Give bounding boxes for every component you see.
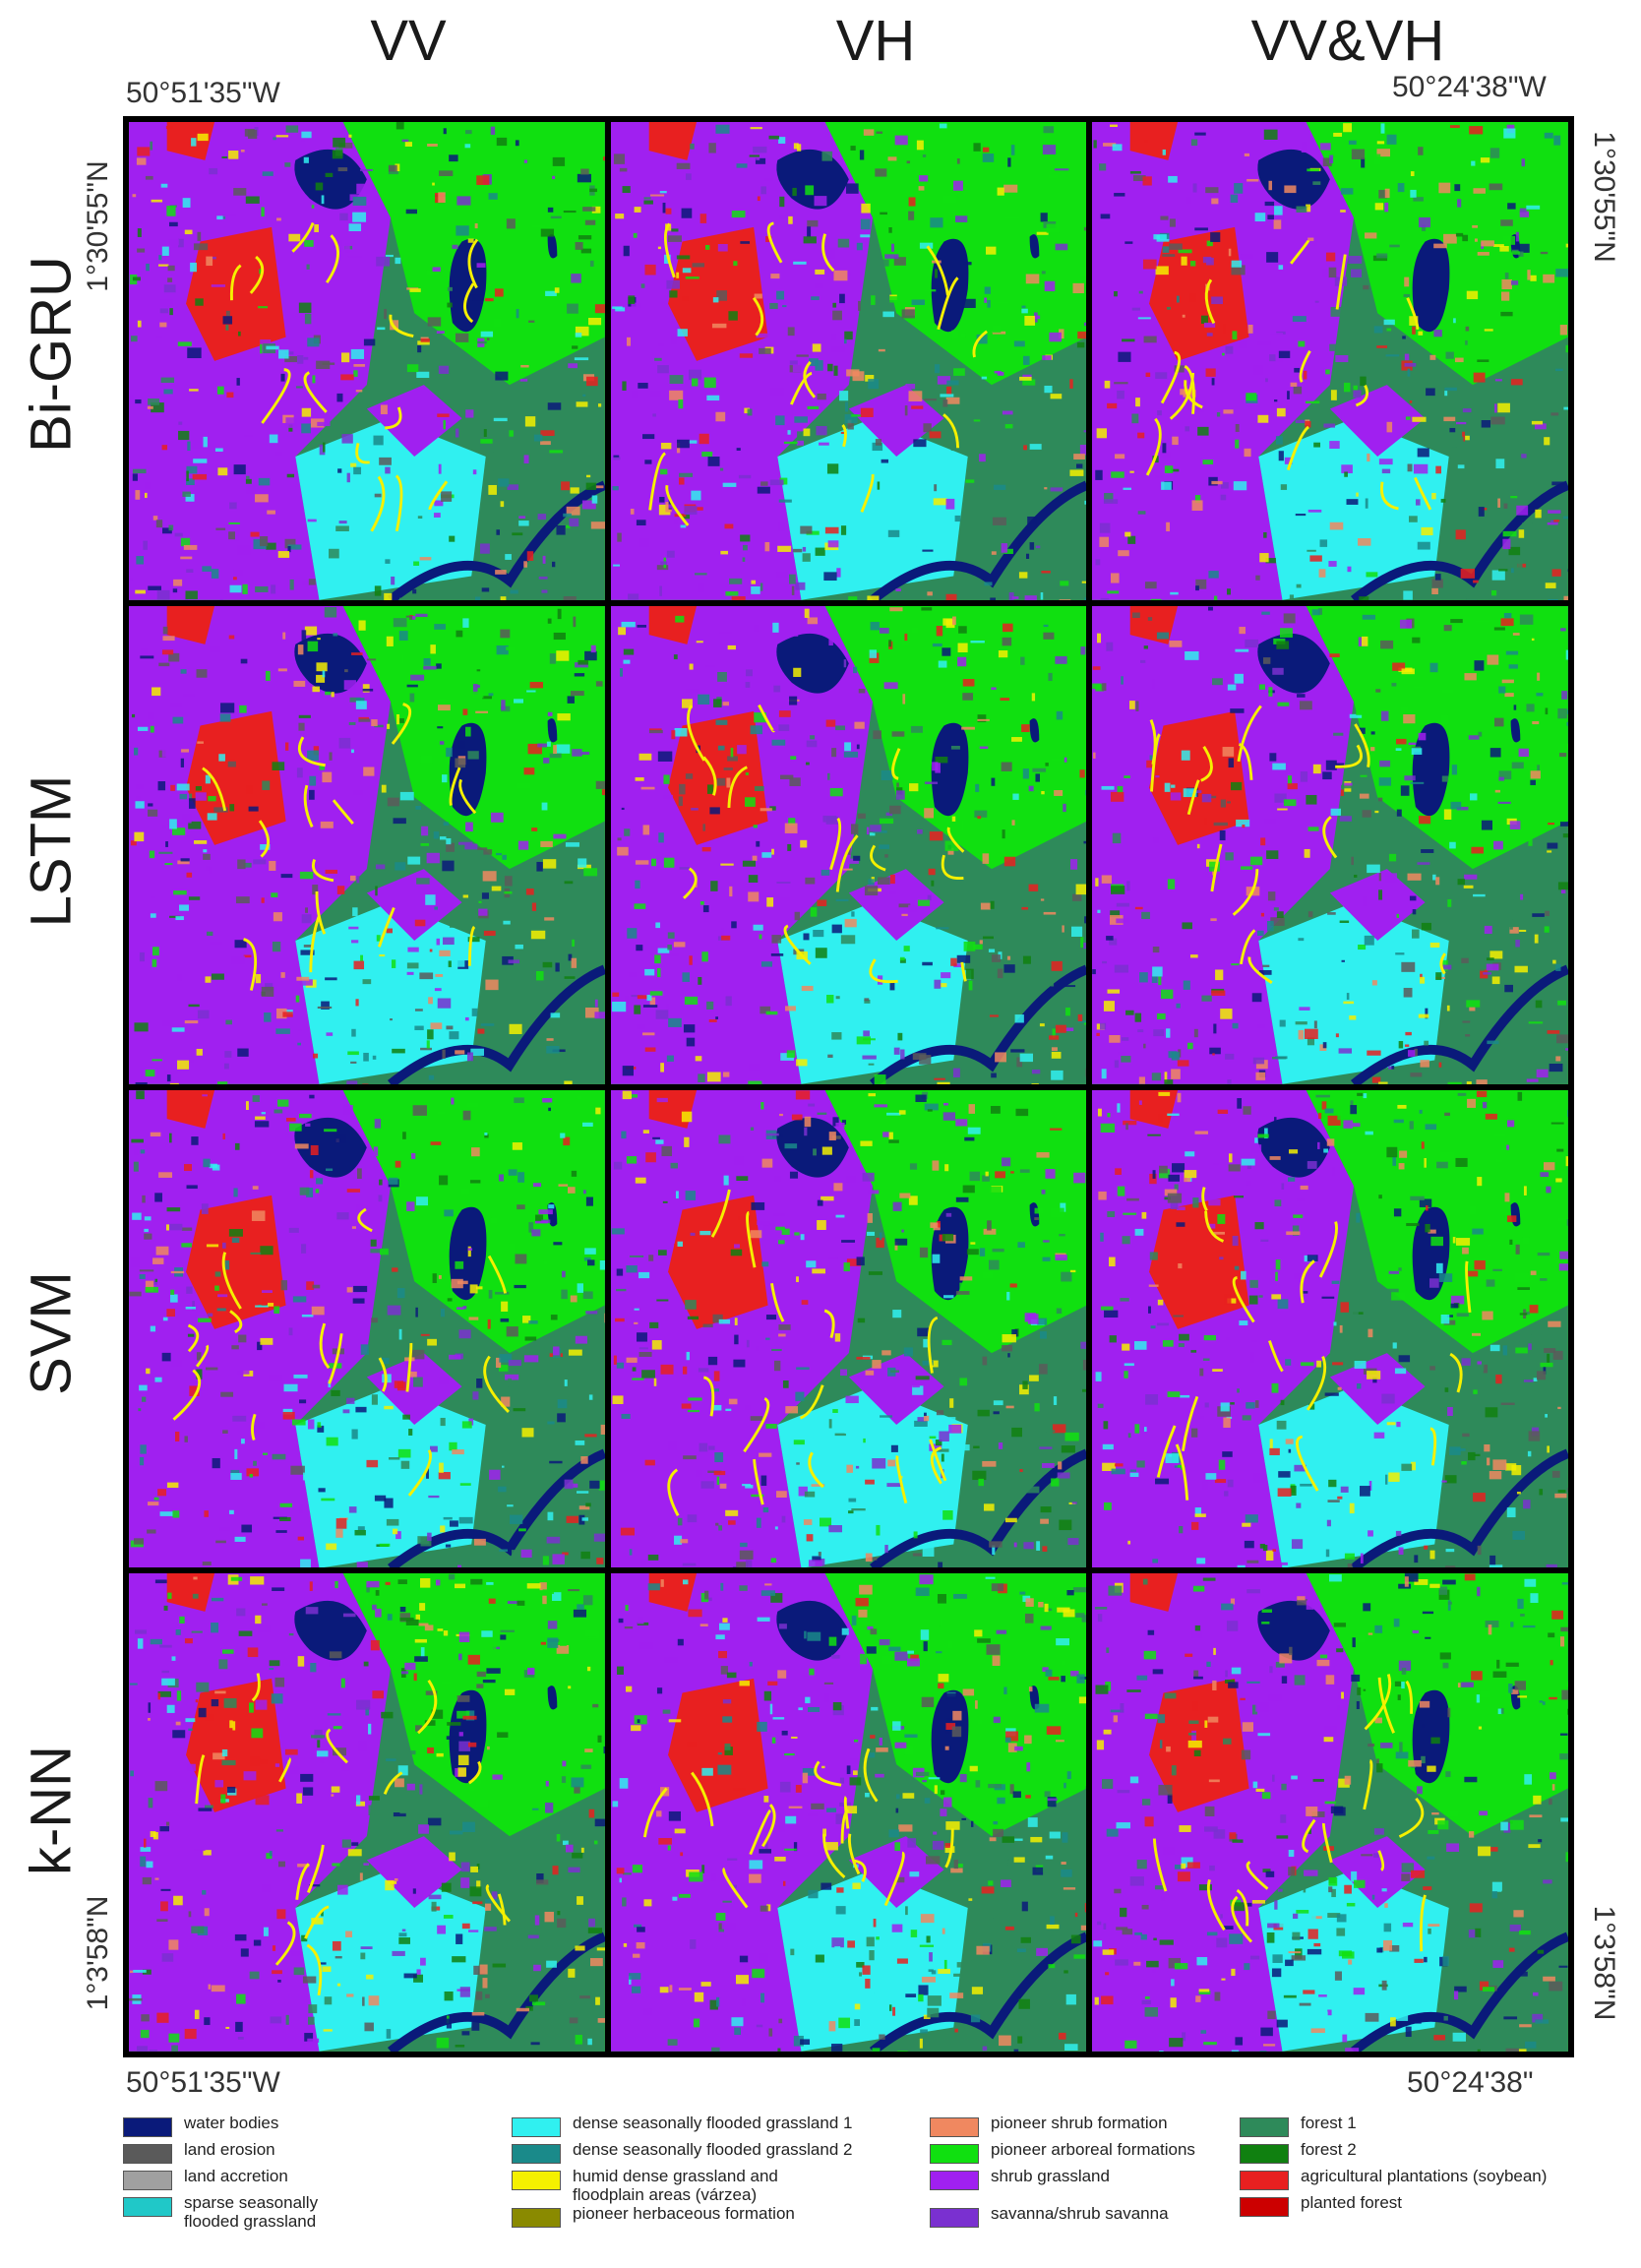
map-panel-k-nn-vh <box>610 1573 1087 2052</box>
legend-swatch <box>512 2171 561 2190</box>
right-top-latitude: 1°30'55"N <box>1588 131 1620 263</box>
row-title-lstm: LSTM <box>19 774 84 928</box>
legend-label: humid dense grassland and floodplain are… <box>573 2167 778 2204</box>
legend-swatch <box>512 2144 561 2164</box>
map-panel-lstm-vv-vh <box>1092 605 1568 1084</box>
legend-label: planted forest <box>1301 2193 1403 2212</box>
map-panel-bi-gru-vv-vh <box>1092 122 1568 600</box>
legend-label-line2: floodplain areas (várzea) <box>573 2185 758 2204</box>
legend-swatch <box>1240 2144 1289 2164</box>
left-top-latitude: 1°30'55"N <box>82 160 114 292</box>
legend-label: agricultural plantations (soybean) <box>1301 2167 1548 2185</box>
map-panel-k-nn-vv-vh <box>1092 1573 1568 2052</box>
legend-swatch <box>512 2117 561 2137</box>
map-panel-bi-gru-vv <box>129 122 605 600</box>
map-panel-k-nn-vv <box>129 1573 605 2052</box>
legend-swatch <box>1240 2197 1289 2217</box>
legend-label-line1: humid dense grassland and <box>573 2167 778 2185</box>
legend-swatch <box>930 2208 979 2228</box>
map-panel-svm-vh <box>610 1089 1087 1568</box>
map-panel-bi-gru-vh <box>610 122 1087 600</box>
legend-label: water bodies <box>184 2114 279 2132</box>
bottom-left-longitude: 50°51'35"W <box>126 2066 280 2099</box>
column-title-vh: VH <box>835 9 916 73</box>
legend-swatch <box>930 2171 979 2190</box>
row-title-knn: k-NN <box>19 1745 84 1876</box>
left-bottom-latitude: 1°3'58"N <box>82 1895 114 2011</box>
legend-swatch <box>123 2171 172 2190</box>
legend-label-line2: flooded grassland <box>184 2212 317 2231</box>
legend-label: land erosion <box>184 2140 275 2159</box>
legend-label: savanna/shrub savanna <box>991 2204 1169 2223</box>
legend-swatch <box>930 2144 979 2164</box>
legend-swatch <box>123 2117 172 2137</box>
legend-swatch <box>512 2208 561 2228</box>
legend-label: dense seasonally flooded grassland 1 <box>573 2114 853 2132</box>
map-panel-svm-vv <box>129 1089 605 1568</box>
bottom-right-longitude: 50°24'38" <box>1407 2066 1534 2099</box>
legend-label: pioneer herbaceous formation <box>573 2204 795 2223</box>
legend-swatch <box>123 2144 172 2164</box>
column-title-vv: VV <box>370 9 447 73</box>
legend-swatch <box>1240 2171 1289 2190</box>
legend-swatch <box>930 2117 979 2137</box>
legend-label: pioneer shrub formation <box>991 2114 1168 2132</box>
column-title-vv-vh: VV&VH <box>1250 9 1445 73</box>
right-bottom-latitude: 1°3'58"N <box>1588 1905 1620 2021</box>
map-legend: water bodies land erosion land accretion… <box>123 2114 1579 2261</box>
map-panel-svm-vv-vh <box>1092 1089 1568 1568</box>
legend-label: sparse seasonally flooded grassland <box>184 2193 318 2231</box>
map-panel-lstm-vv <box>129 605 605 1084</box>
legend-label: forest 2 <box>1301 2140 1357 2159</box>
legend-label: land accretion <box>184 2167 288 2185</box>
row-title-svm: SVM <box>19 1271 84 1395</box>
legend-swatch <box>123 2197 172 2217</box>
legend-swatch <box>1240 2117 1289 2137</box>
map-panel-lstm-vh <box>610 605 1087 1084</box>
map-grid <box>123 116 1574 2057</box>
top-left-longitude: 50°51'35"W <box>126 77 280 109</box>
legend-label-line1: sparse seasonally <box>184 2193 319 2212</box>
legend-label: dense seasonally flooded grassland 2 <box>573 2140 853 2159</box>
row-title-bi-gru: Bi-GRU <box>19 256 84 453</box>
legend-label: shrub grassland <box>991 2167 1110 2185</box>
legend-label: pioneer arboreal formations <box>991 2140 1195 2159</box>
top-right-longitude: 50°24'38"W <box>1392 71 1547 103</box>
legend-label: forest 1 <box>1301 2114 1357 2132</box>
